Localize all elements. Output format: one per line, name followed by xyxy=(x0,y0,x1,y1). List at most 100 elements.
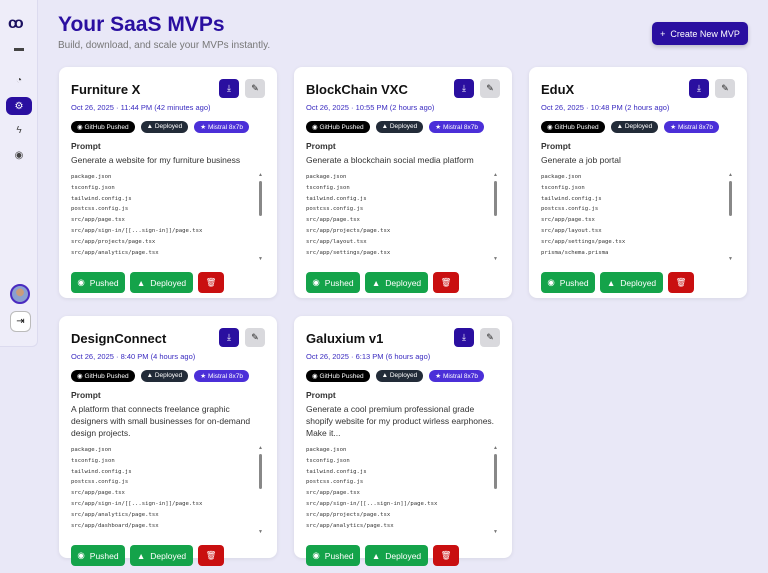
file-item[interactable]: package.json xyxy=(71,174,112,180)
delete-button[interactable]: 🗑 xyxy=(668,272,694,293)
file-item[interactable]: package.json xyxy=(541,174,582,180)
create-new-mvp-button[interactable]: + Create New MVP xyxy=(652,22,748,45)
pushed-button[interactable]: ◉ Pushed xyxy=(71,545,125,566)
file-item[interactable]: src/app/page.tsx xyxy=(306,490,360,497)
sidebar-item-flash[interactable]: ϟ xyxy=(6,121,32,139)
file-item[interactable]: src/app/sign-in/[[...sign-in]]/page.tsx xyxy=(306,500,438,507)
delete-button[interactable]: 🗑 xyxy=(198,272,224,293)
scroll-down-icon[interactable]: ▼ xyxy=(493,256,498,262)
edit-button[interactable]: ✎ xyxy=(245,328,265,347)
file-item[interactable]: tsconfig.json xyxy=(306,457,350,464)
file-item[interactable]: tsconfig.json xyxy=(541,184,585,191)
file-item[interactable]: src/app/settings/page.tsx xyxy=(541,238,626,245)
file-list[interactable]: package.json tsconfig.json tailwind.config… xyxy=(541,172,735,262)
scroll-down-icon[interactable]: ▼ xyxy=(258,529,263,535)
pushed-button[interactable]: ◉ Pushed xyxy=(306,545,360,566)
file-item[interactable]: src/app/sign-in/[[...sign-in]]/page.tsx xyxy=(71,227,203,234)
file-item[interactable]: postcss.config.js xyxy=(306,206,364,213)
edit-button[interactable]: ✎ xyxy=(245,79,265,98)
edit-button[interactable]: ✎ xyxy=(480,328,500,347)
scroll-thumb[interactable] xyxy=(259,181,262,216)
logout-button[interactable]: ⇥ xyxy=(10,311,31,332)
file-item[interactable]: postcss.config.js xyxy=(71,479,129,486)
pushed-button[interactable]: ◉ Pushed xyxy=(541,272,595,293)
file-item[interactable]: postcss.config.js xyxy=(541,206,599,213)
deployed-button[interactable]: ▲ Deployed xyxy=(365,272,428,293)
scroll-thumb[interactable] xyxy=(494,454,497,489)
file-item[interactable]: src/app/page.tsx xyxy=(71,217,125,224)
file-item[interactable]: src/app/projects/page.tsx xyxy=(71,238,156,245)
scroll-up-icon[interactable]: ▲ xyxy=(258,445,263,451)
delete-button[interactable]: 🗑 xyxy=(433,545,459,566)
file-item[interactable]: package.json xyxy=(71,447,112,453)
file-item[interactable]: tsconfig.json xyxy=(306,184,350,191)
scrollbar[interactable]: ▲ ▼ xyxy=(492,172,498,262)
file-item[interactable]: src/app/page.tsx xyxy=(71,490,125,497)
scroll-down-icon[interactable]: ▼ xyxy=(258,256,263,262)
download-button[interactable]: ⤓ xyxy=(454,79,474,98)
scroll-down-icon[interactable]: ▼ xyxy=(728,256,733,262)
file-item[interactable]: postcss.config.js xyxy=(71,206,129,213)
file-list[interactable]: package.json tsconfig.json tailwind.config… xyxy=(306,445,500,535)
file-list[interactable]: package.json tsconfig.json tailwind.config… xyxy=(306,172,500,262)
model-badge-label: Mistral 8x7b xyxy=(442,124,478,131)
sidebar-item-gamepad[interactable]: ◉ xyxy=(6,146,32,164)
scroll-thumb[interactable] xyxy=(729,181,732,216)
file-item[interactable]: package.json xyxy=(306,447,347,453)
delete-button[interactable]: 🗑 xyxy=(433,272,459,293)
file-item[interactable]: package.json xyxy=(306,174,347,180)
pushed-button[interactable]: ◉ Pushed xyxy=(71,272,125,293)
scroll-up-icon[interactable]: ▲ xyxy=(728,172,733,178)
scrollbar[interactable]: ▲ ▼ xyxy=(257,445,263,535)
file-list[interactable]: package.json tsconfig.json tailwind.config… xyxy=(71,445,265,535)
file-item[interactable]: src/app/projects/page.tsx xyxy=(306,227,391,234)
scroll-up-icon[interactable]: ▲ xyxy=(493,172,498,178)
scrollbar[interactable]: ▲ ▼ xyxy=(257,172,263,262)
file-item[interactable]: src/app/dashboard/page.tsx xyxy=(71,522,159,529)
file-item[interactable]: prisma/schema.prisma xyxy=(541,249,609,256)
file-item[interactable]: tsconfig.json xyxy=(71,184,115,191)
deployed-button[interactable]: ▲ Deployed xyxy=(130,545,193,566)
file-item[interactable]: src/app/settings/page.tsx xyxy=(306,249,391,256)
file-item[interactable]: src/app/page.tsx xyxy=(541,217,595,224)
file-item[interactable]: tailwind.config.js xyxy=(71,195,132,202)
scroll-thumb[interactable] xyxy=(494,181,497,216)
download-button[interactable]: ⤓ xyxy=(219,79,239,98)
scroll-up-icon[interactable]: ▲ xyxy=(258,172,263,178)
pushed-button[interactable]: ◉ Pushed xyxy=(306,272,360,293)
file-item[interactable]: src/app/analytics/page.tsx xyxy=(306,522,394,529)
file-item[interactable]: src/app/page.tsx xyxy=(306,217,360,224)
prompt-label: Prompt xyxy=(71,141,101,151)
file-item[interactable]: tailwind.config.js xyxy=(541,195,602,202)
file-item[interactable]: src/app/analytics/page.tsx xyxy=(71,249,159,256)
scrollbar[interactable]: ▲ ▼ xyxy=(492,445,498,535)
file-item[interactable]: src/app/layout.tsx xyxy=(541,227,602,234)
edit-button[interactable]: ✎ xyxy=(715,79,735,98)
file-item[interactable]: tailwind.config.js xyxy=(306,468,367,475)
file-list[interactable]: package.json tsconfig.json tailwind.config… xyxy=(71,172,265,262)
edit-button[interactable]: ✎ xyxy=(480,79,500,98)
file-item[interactable]: postcss.config.js xyxy=(306,479,364,486)
file-item[interactable]: src/app/sign-in/[[...sign-in]]/page.tsx xyxy=(71,500,203,507)
scrollbar[interactable]: ▲ ▼ xyxy=(727,172,733,262)
delete-button[interactable]: 🗑 xyxy=(198,545,224,566)
sidebar-item-mvps[interactable]: ⚙ xyxy=(6,97,32,115)
file-item[interactable]: src/app/projects/page.tsx xyxy=(306,511,391,518)
deployed-button[interactable]: ▲ Deployed xyxy=(365,545,428,566)
file-item[interactable]: src/app/layout.tsx xyxy=(306,238,367,245)
scroll-up-icon[interactable]: ▲ xyxy=(493,445,498,451)
file-item[interactable]: tailwind.config.js xyxy=(71,468,132,475)
file-item[interactable]: tailwind.config.js xyxy=(306,195,367,202)
scroll-thumb[interactable] xyxy=(259,454,262,489)
sidebar-item-card[interactable]: ▬ xyxy=(6,39,32,57)
download-button[interactable]: ⤓ xyxy=(219,328,239,347)
file-item[interactable]: tsconfig.json xyxy=(71,457,115,464)
deployed-button[interactable]: ▲ Deployed xyxy=(600,272,663,293)
download-button[interactable]: ⤓ xyxy=(689,79,709,98)
scroll-down-icon[interactable]: ▼ xyxy=(493,529,498,535)
sidebar-item-dashboard[interactable]: ◔ xyxy=(6,71,32,89)
file-item[interactable]: src/app/analytics/page.tsx xyxy=(71,511,159,518)
deployed-button[interactable]: ▲ Deployed xyxy=(130,272,193,293)
download-button[interactable]: ⤓ xyxy=(454,328,474,347)
avatar[interactable] xyxy=(10,284,30,304)
